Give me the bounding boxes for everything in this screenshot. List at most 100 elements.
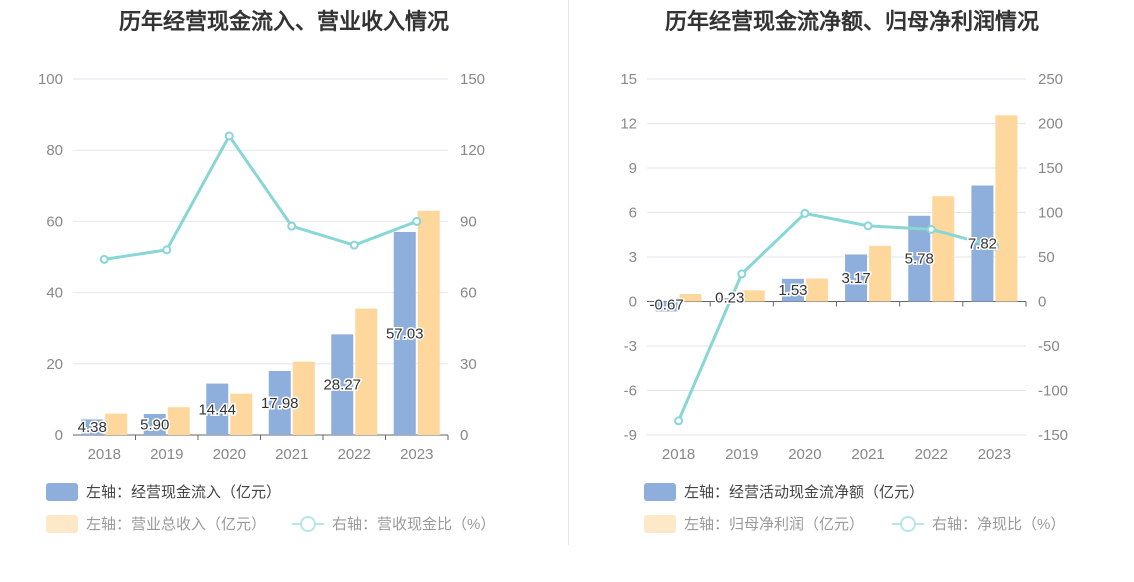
legend-label: 右轴：净现比（%）: [932, 516, 1066, 533]
bar: [355, 308, 378, 435]
y-tick-label-right: 0: [1038, 294, 1046, 311]
bar: [655, 301, 678, 312]
x-tick-label: 2018: [662, 446, 695, 463]
x-tick-label: 2019: [725, 446, 758, 463]
y-tick-label-right: -150: [1038, 427, 1068, 444]
data-label: 5.78: [905, 251, 934, 268]
data-label: 5.90: [140, 416, 169, 433]
y-tick-label-right: 150: [1038, 160, 1063, 177]
bar: [995, 115, 1018, 302]
line-point: [287, 221, 297, 231]
y-tick-label-right: 100: [1038, 205, 1063, 222]
line-point: [99, 254, 109, 264]
bar: [742, 290, 765, 302]
y-tick-label-right: 0: [460, 427, 468, 444]
legend-label: 左轴：归母净利润（亿元）: [684, 516, 865, 533]
line-point: [800, 208, 810, 218]
x-tick-label: 2021: [275, 446, 308, 463]
bar: [869, 245, 892, 302]
legend-item-bar-orange[interactable]: 左轴：归母净利润（亿元）: [644, 513, 864, 534]
legend-swatch: [46, 482, 78, 501]
y-tick-label-left: 40: [46, 285, 63, 302]
x-tick-label: 2018: [88, 446, 121, 463]
y-tick-label-right: 250: [1038, 71, 1063, 88]
x-tick-label: 2021: [851, 446, 884, 463]
chart-title: 历年经营现金流入、营业收入情况: [118, 9, 449, 34]
bar: [143, 413, 166, 435]
line-point: [863, 221, 873, 231]
chart-panel-netcash-profit: 历年经营现金流净额、归母净利润情况 -9 -6 -3 0 3 6 9 12 15 -150 -100…: [570, 0, 1134, 582]
data-label: 57.03: [386, 325, 424, 342]
panel-divider: [568, 0, 569, 545]
y-tick-label-right: 200: [1038, 116, 1063, 133]
chart-panel-cashflow-revenue: 历年经营现金流入、营业收入情况 0 20 40 60 80 100 0 30 60 90 120 15…: [38, 9, 495, 534]
x-tick-label: 2020: [213, 446, 246, 463]
bar: [206, 383, 229, 435]
y-tick-label-left: 0: [629, 294, 637, 311]
line-series-path: [677, 211, 995, 422]
data-label: 28.27: [323, 377, 361, 394]
legend-label: 左轴：营业总收入（亿元）: [86, 516, 267, 533]
legend-item-bar-blue[interactable]: 左轴：经营现金流入（亿元）: [46, 481, 281, 502]
bar: [105, 413, 128, 435]
data-label: -0.67: [649, 297, 683, 314]
legend-item-line[interactable]: 右轴：营收现金比（%）: [292, 513, 495, 534]
x-tick-label: 2023: [978, 446, 1011, 463]
legend-line-swatch: [892, 515, 924, 533]
legend-item-line[interactable]: 右轴：净现比（%）: [892, 513, 1065, 534]
legend-label: 右轴：营收现金比（%）: [332, 516, 496, 533]
line-point: [412, 216, 422, 226]
legend-line-swatch: [292, 515, 324, 533]
y-tick-label-right: 50: [1038, 249, 1055, 266]
bar: [292, 361, 315, 435]
y-tick-label-left: 80: [46, 142, 63, 159]
bar: [908, 215, 931, 302]
data-label: 14.44: [198, 401, 236, 418]
line-point: [926, 224, 936, 234]
data-label: 7.82: [968, 236, 997, 253]
y-tick-label-left: 0: [55, 427, 63, 444]
bar: [393, 231, 416, 435]
legend-item-bar-blue[interactable]: 左轴：经营活动现金流净额（亿元）: [644, 481, 924, 502]
y-tick-label-right: 30: [460, 356, 477, 373]
y-tick-label-right: 120: [460, 142, 485, 159]
y-tick-label-right: 60: [460, 285, 477, 302]
y-tick-label-left: 12: [620, 116, 637, 133]
x-tick-label: 2019: [150, 446, 183, 463]
chart-plot-area: 0 20 40 60 80 100 0 30 60 90 120 150 2018 2019 2020 202…: [38, 71, 485, 463]
line-point: [224, 131, 234, 141]
x-tick-label: 2022: [915, 446, 948, 463]
bar: [230, 393, 253, 435]
data-label: 0.23: [715, 290, 744, 307]
y-tick-label-right: 90: [460, 213, 477, 230]
bar: [81, 419, 104, 435]
y-tick-label-left: 6: [629, 205, 637, 222]
data-label: 17.98: [261, 395, 299, 412]
legend-swatch: [644, 482, 676, 501]
y-tick-label-right: -100: [1038, 383, 1068, 400]
legend-item-bar-orange[interactable]: 左轴：营业总收入（亿元）: [46, 513, 266, 534]
line-point: [162, 245, 172, 255]
y-tick-label-right: 150: [460, 71, 485, 88]
y-tick-label-left: -9: [624, 427, 637, 444]
bar: [845, 254, 868, 302]
chart-plot-area: -9 -6 -3 0 3 6 9 12 15 -150 -100 -50 0 50 100 150 200 250…: [620, 71, 1068, 463]
legend-label: 左轴：经营活动现金流净额（亿元）: [684, 484, 925, 501]
bar: [268, 370, 291, 435]
x-tick-label: 2022: [338, 446, 371, 463]
y-tick-label-left: -6: [624, 383, 637, 400]
y-tick-label-left: 3: [629, 249, 637, 266]
y-tick-label-left: 9: [629, 160, 637, 177]
x-tick-label: 2020: [788, 446, 821, 463]
data-label: 3.17: [841, 270, 870, 287]
bar: [331, 334, 354, 435]
data-label: 4.38: [78, 419, 107, 436]
legend-label: 左轴：经营现金流入（亿元）: [86, 484, 282, 501]
bar: [805, 278, 828, 302]
y-tick-label-left: 15: [620, 71, 637, 88]
y-tick-label-left: 60: [46, 213, 63, 230]
y-tick-label-left: -3: [624, 338, 637, 355]
chart-title: 历年经营现金流净额、归母净利润情况: [664, 9, 1039, 34]
bar: [417, 210, 440, 435]
line-series-path: [104, 133, 418, 261]
